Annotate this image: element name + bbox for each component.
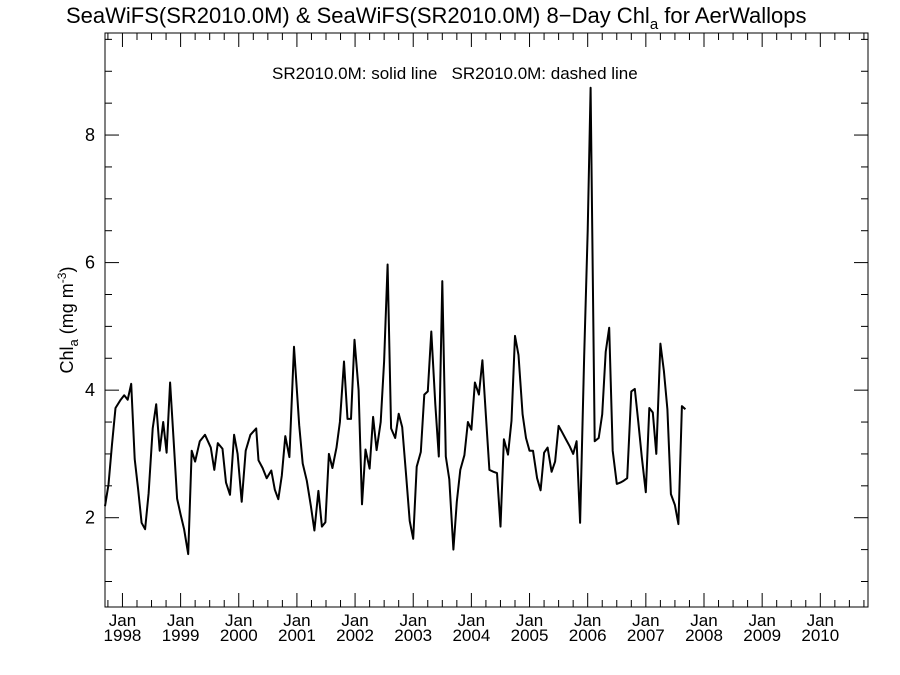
y-tick-label: 6 — [85, 253, 95, 273]
x-tick-label: Jan 1999 — [162, 611, 200, 645]
y-tick-label: 2 — [85, 508, 95, 528]
y-tick-label: 4 — [85, 380, 95, 400]
x-tick-label: Jan 1998 — [104, 611, 142, 645]
x-tick-label: Jan 2010 — [801, 611, 839, 645]
y-tick-label: 8 — [85, 125, 95, 145]
x-tick-label: Jan 2002 — [336, 611, 374, 645]
axis-ticks — [105, 33, 868, 607]
plot-frame — [104, 32, 869, 608]
x-tick-label: Jan 2000 — [220, 611, 258, 645]
x-tick-label: Jan 2001 — [278, 611, 316, 645]
y-axis-label: Chla (mg m-3) — [55, 267, 81, 374]
x-tick-label: Jan 2005 — [511, 611, 549, 645]
x-tick-labels: Jan 1998 Jan 1999 Jan 2000 Jan 2001 Jan 2002 Jan 20… — [104, 611, 840, 645]
series-annotation: SR2010.0M: solid line SR2010.0M: dashed … — [272, 64, 638, 83]
x-tick-label: Jan 2004 — [452, 611, 490, 645]
y-tick-labels: 2 4 6 8 — [85, 125, 95, 528]
chart-title: SeaWiFS(SR2010.0M) & SeaWiFS(SR2010.0M) … — [66, 3, 807, 33]
series-layer — [104, 86, 687, 556]
x-tick-label: Jan 2008 — [685, 611, 723, 645]
x-tick-label: Jan 2006 — [569, 611, 607, 645]
x-tick-label: Jan 2003 — [394, 611, 432, 645]
series-line-solid — [104, 86, 687, 556]
x-tick-label: Jan 2009 — [743, 611, 781, 645]
x-tick-label: Jan 2007 — [627, 611, 665, 645]
